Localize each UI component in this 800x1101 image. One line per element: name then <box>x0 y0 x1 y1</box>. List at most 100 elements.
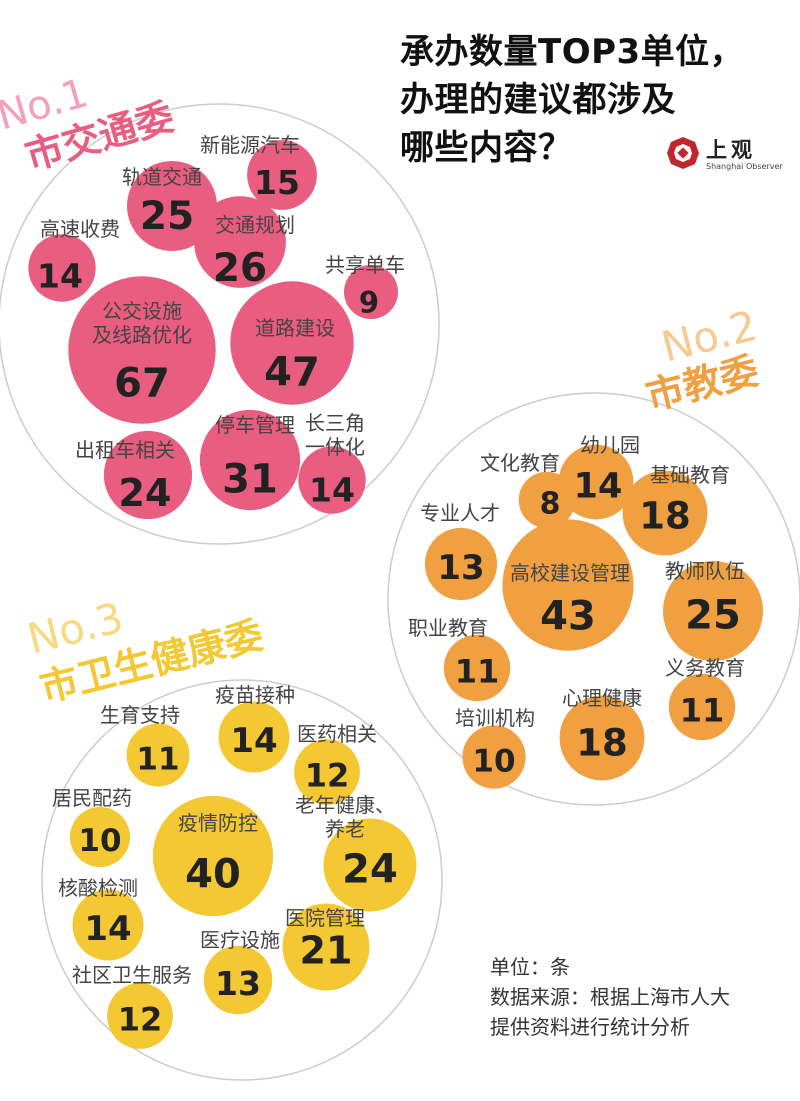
bubble-label: 医疗设施 <box>200 928 280 952</box>
bubble-label: 医药相关 <box>297 722 377 746</box>
source-note-line1: 数据来源：根据上海市人大 <box>490 985 730 1009</box>
bubble-label: 新能源汽车 <box>200 133 300 157</box>
bubble <box>203 945 273 1015</box>
bubble-value: 14 <box>309 471 355 510</box>
bubble <box>103 430 193 520</box>
bubble-label: 交通规划 <box>215 213 295 237</box>
bubble-value: 14 <box>37 257 83 296</box>
bubble <box>107 983 173 1049</box>
bubble-value: 24 <box>342 846 398 892</box>
bubble <box>462 725 526 789</box>
bubble-label: 高速收费 <box>40 217 120 241</box>
logo-name: 上观 <box>706 138 756 162</box>
bubble <box>28 234 96 302</box>
bubble-value: 26 <box>213 246 267 291</box>
bubble-value: 18 <box>639 494 691 537</box>
bubble-label: 心理健康 <box>562 686 642 710</box>
bubble-label: 公交设施及线路优化 <box>92 299 192 347</box>
logo-subtitle: Shanghai Observer <box>706 162 783 171</box>
bubble <box>218 701 290 773</box>
bubble-value: 12 <box>118 1001 163 1039</box>
bubble-value: 43 <box>540 593 596 639</box>
bubble-value: 24 <box>119 471 172 515</box>
bubble-value: 13 <box>437 548 484 588</box>
bubble-label: 幼儿园 <box>580 433 640 457</box>
bubble-value: 18 <box>576 721 628 764</box>
bubble-value: 47 <box>264 349 320 395</box>
bubble <box>622 470 708 556</box>
bubble-value: 11 <box>680 692 725 730</box>
bubble-value: 25 <box>685 592 741 638</box>
bubble-label: 停车管理 <box>215 413 295 437</box>
bubble-value: 8 <box>540 487 561 522</box>
group-outline-1 <box>0 103 440 545</box>
bubble-label: 长三角一体化 <box>305 411 365 459</box>
bubble-label: 核酸检测 <box>58 876 138 900</box>
bubble-label: 社区卫生服务 <box>72 963 192 987</box>
bubble-value: 31 <box>222 456 278 502</box>
bubble-label: 文化教育 <box>480 451 560 475</box>
bubble <box>282 903 370 991</box>
bubble <box>502 519 634 651</box>
bubble <box>443 634 511 702</box>
bubble-value: 10 <box>472 743 515 779</box>
bubble <box>424 527 498 601</box>
bubble-label: 培训机构 <box>455 706 535 730</box>
bubble <box>70 807 130 867</box>
bubble-value: 15 <box>254 163 300 202</box>
chart-notes: 单位：条 数据来源：根据上海市人大 提供资料进行统计分析 <box>490 952 795 1042</box>
bubble-label: 共享单车 <box>325 253 405 277</box>
source-note-line2: 提供资料进行统计分析 <box>490 1015 690 1039</box>
bubble-value: 21 <box>300 929 353 973</box>
bubble-label: 义务教育 <box>665 656 745 680</box>
bubble-value: 11 <box>455 653 500 691</box>
bubble-label: 老年健康、养老 <box>295 793 395 841</box>
bubble-label: 居民配药 <box>52 786 132 810</box>
bubble-label: 高校建设管理 <box>510 561 630 585</box>
bubble <box>294 739 360 805</box>
bubble-value: 9 <box>359 285 379 319</box>
bubble-value: 67 <box>114 360 170 406</box>
bubble <box>518 471 576 529</box>
bubble-value: 40 <box>185 851 241 897</box>
bubble-label: 教师队伍 <box>665 559 745 583</box>
logo-mark-icon <box>667 137 699 169</box>
shanghai-observer-logo: 上观 Shanghai Observer <box>666 132 783 180</box>
group-outline-3 <box>41 679 443 1081</box>
group-outline-2 <box>387 392 800 806</box>
bubble <box>152 795 274 917</box>
bubble-label: 疫情防控 <box>178 811 258 835</box>
bubble <box>663 561 763 661</box>
bubble-label: 职业教育 <box>408 616 488 640</box>
bubble <box>194 196 286 288</box>
page-title: 承办数量TOP3单位， 办理的建议都涉及 哪些内容？ <box>400 32 745 168</box>
bubble-label: 医院管理 <box>285 906 365 930</box>
bubble-value: 13 <box>215 964 261 1003</box>
bubble-value: 12 <box>305 757 350 795</box>
bubble <box>199 409 301 511</box>
bubble <box>344 265 398 319</box>
bubble <box>559 695 645 781</box>
bubble <box>126 723 190 787</box>
bubble-value: 14 <box>230 721 277 761</box>
bubble-label: 轨道交通 <box>122 165 202 189</box>
bubble-label: 疫苗接种 <box>215 683 295 707</box>
bubble-value: 14 <box>84 909 131 949</box>
bubble <box>668 673 736 741</box>
bubble <box>127 161 217 251</box>
bubble-label: 基础教育 <box>650 463 730 487</box>
unit-note: 单位：条 <box>490 955 570 979</box>
bubble <box>298 446 366 514</box>
bubble-value: 11 <box>136 741 179 777</box>
bubble-value: 10 <box>78 823 121 859</box>
bubble <box>323 818 417 912</box>
bubble <box>230 281 354 405</box>
bubble <box>247 140 317 210</box>
bubble-value: 25 <box>140 194 194 239</box>
bubble-label: 专业人才 <box>420 501 500 525</box>
bubble <box>558 444 634 520</box>
bubble <box>72 889 144 961</box>
bubble-value: 14 <box>574 466 623 506</box>
bubble <box>68 276 216 424</box>
